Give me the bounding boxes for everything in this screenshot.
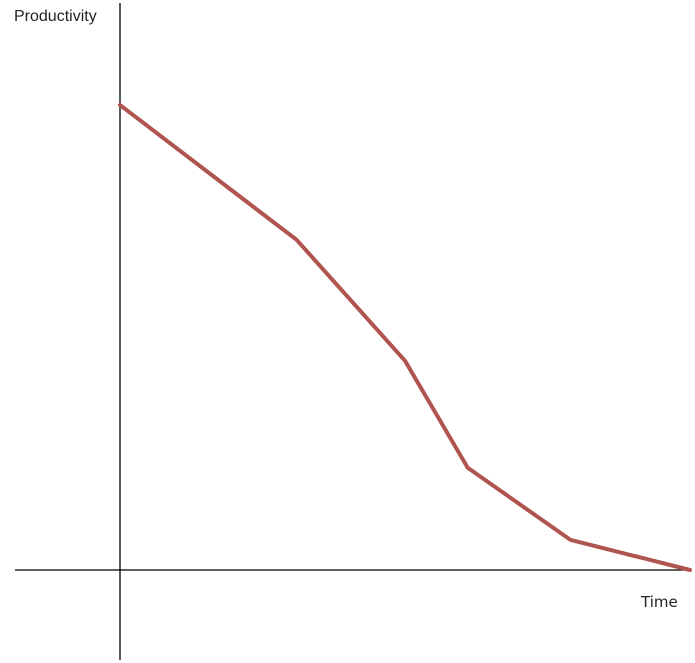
series-layer	[118, 103, 692, 572]
series-line-1	[118, 103, 692, 572]
y-axis-label: Productivity	[14, 8, 97, 25]
x-axis-label: Time	[640, 593, 678, 611]
